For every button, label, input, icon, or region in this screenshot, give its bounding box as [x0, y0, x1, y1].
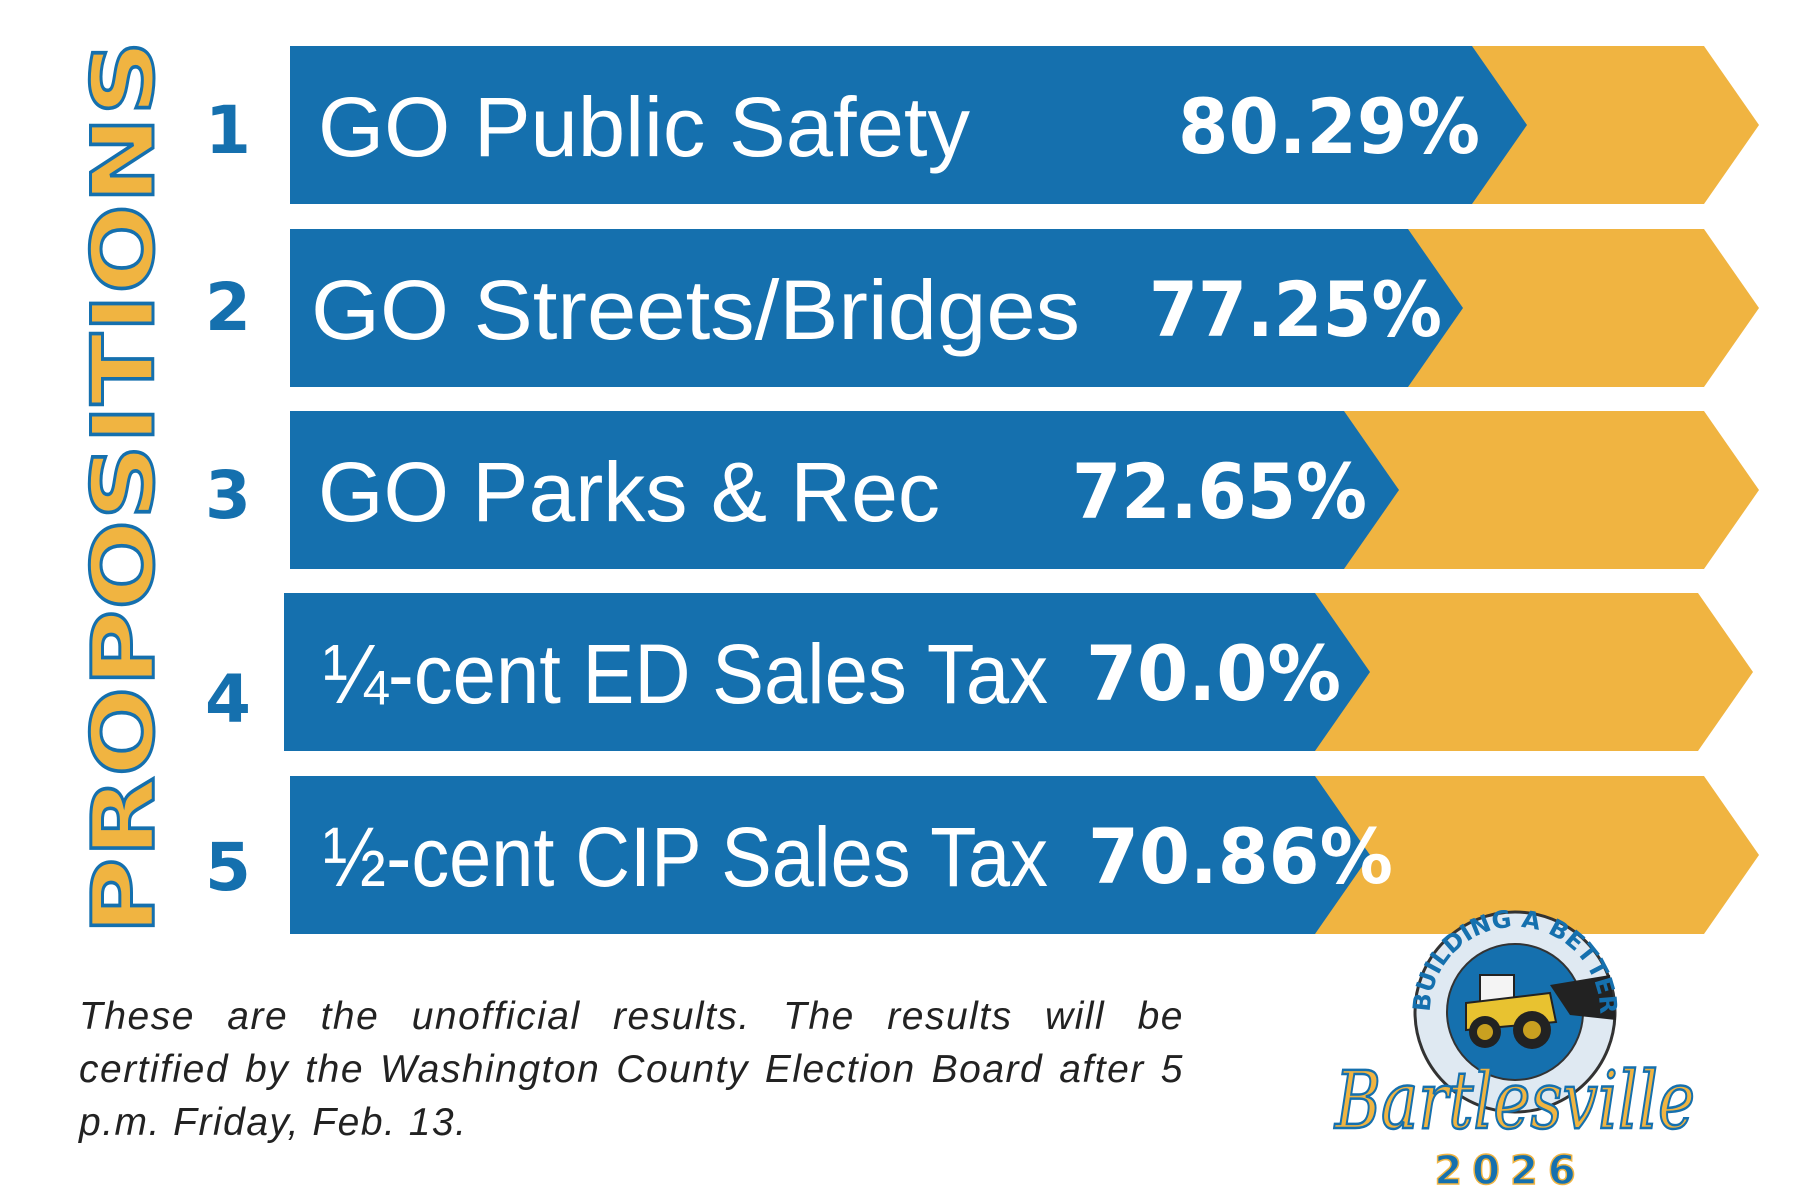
proposition-label: GO Streets/Bridges: [311, 263, 1080, 357]
proposition-label: GO Parks & Rec: [318, 445, 940, 539]
proposition-label: ½-cent CIP Sales Tax: [323, 810, 1048, 904]
result-bar: [290, 46, 1527, 204]
proposition-percent: 72.65%: [1072, 447, 1367, 536]
proposition-row: 2 GO Streets/Bridges 77.25%: [205, 229, 1759, 387]
wheel-loader-icon: [1465, 974, 1616, 1049]
proposition-label: ¼-cent ED Sales Tax: [323, 627, 1048, 721]
result-bar: [290, 776, 1370, 934]
proposition-percent: 70.0%: [1086, 629, 1341, 718]
proposition-number: 5: [205, 829, 251, 906]
proposition-number: 4: [205, 661, 251, 738]
proposition-number: 1: [205, 92, 251, 169]
result-bar: [290, 411, 1399, 569]
proposition-row: 3 GO Parks & Rec 72.65%: [205, 411, 1759, 569]
bartlesville-logo: BUILDING A BETTER Bartlesville 2026: [1332, 905, 1696, 1195]
footnote: These are the unofficial results. The re…: [79, 995, 1184, 1144]
proposition-percent: 80.29%: [1178, 82, 1480, 171]
proposition-row: 4 ¼-cent ED Sales Tax 70.0%: [205, 593, 1753, 751]
propositions-list: 1 GO Public Safety 80.29% 2 GO Streets/Bridg…: [205, 46, 1759, 934]
proposition-number: 3: [205, 457, 251, 534]
result-bar: [284, 593, 1370, 751]
result-bar: [290, 229, 1463, 387]
proposition-label: GO Public Safety: [318, 80, 970, 174]
proposition-percent: 77.25%: [1149, 265, 1442, 354]
logo-script-text: Bartlesville: [1333, 1054, 1695, 1147]
proposition-percent: 70.86%: [1088, 812, 1393, 901]
proposition-row: 1 GO Public Safety 80.29%: [205, 46, 1759, 204]
proposition-number: 2: [205, 269, 251, 346]
propositions-title: PROPOSITIONS: [74, 40, 174, 935]
proposition-row: 5 ½-cent CIP Sales Tax 70.86%: [205, 776, 1759, 934]
logo-year: 2026: [1434, 1148, 1585, 1194]
